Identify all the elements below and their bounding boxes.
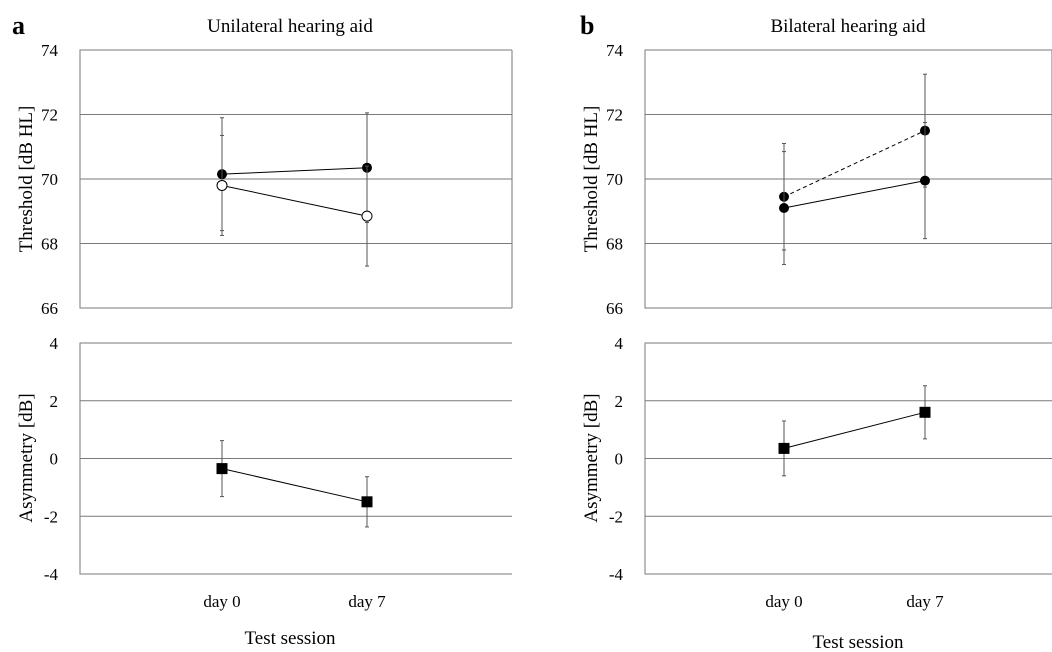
- series-line: [783, 130, 926, 198]
- y-axis-label: Asymmetry [dB]: [16, 393, 37, 522]
- y-axis-label: Asymmetry [dB]: [581, 393, 602, 522]
- series-line: [783, 180, 926, 209]
- data-point-circle: [920, 175, 930, 186]
- y-tick-label: 4: [615, 334, 624, 353]
- plot-frame: [644, 342, 1052, 575]
- plot-frame: [644, 49, 1052, 309]
- plot-frame: [79, 49, 512, 309]
- chart-panel-1: 66 68 70 72 74 a Unilateral hearing aid Thresho…: [12, 11, 513, 318]
- y-tick-label: 68: [606, 235, 623, 254]
- y-tick-label: 4: [50, 334, 59, 353]
- y-tick-label: 72: [41, 106, 58, 125]
- series-2: [779, 122, 930, 265]
- y-tick-label: 66: [41, 299, 58, 318]
- data-point-square: [216, 463, 228, 475]
- series-2: [216, 134, 373, 267]
- panel-letter: a: [12, 11, 25, 40]
- x-axis-label: Test session: [812, 632, 904, 652]
- y-tick-label: 0: [615, 450, 624, 469]
- y-tick-label: 70: [606, 170, 623, 189]
- chart-panel-3: 66 68 70 72 74 b Bilateral hearing aid Threshol…: [580, 11, 1052, 318]
- y-axis-label: Threshold [dB HL]: [16, 106, 37, 253]
- plot-frame: [79, 342, 512, 575]
- y-tick-label: 2: [615, 392, 624, 411]
- y-tick-label: 72: [606, 106, 623, 125]
- y-tick-label: 0: [50, 450, 59, 469]
- data-point-circle: [779, 203, 789, 214]
- series-line: [221, 167, 368, 175]
- data-point-square: [919, 406, 931, 418]
- panel-letter: b: [580, 11, 594, 40]
- y-tick-label: 68: [41, 235, 58, 254]
- data-point-square: [778, 442, 790, 454]
- series-1: [778, 385, 931, 477]
- series-1: [216, 440, 373, 528]
- data-point-open-circle: [216, 179, 228, 191]
- y-tick-label: 74: [606, 41, 624, 60]
- data-point-open-circle: [361, 210, 373, 222]
- data-point-square: [361, 496, 373, 508]
- chart-panel-2: -4 -2 0 2 4 Asymmetry [dB] day 0 day 7 Test sess…: [16, 334, 512, 649]
- x-tick-label: day 0: [203, 592, 240, 611]
- y-tick-label: -2: [44, 507, 58, 526]
- x-tick-label: day 7: [906, 592, 944, 611]
- y-tick-label: -2: [609, 507, 623, 526]
- y-axis-label: Threshold [dB HL]: [581, 106, 602, 253]
- x-tick-label: day 0: [765, 592, 802, 611]
- series-line: [221, 468, 368, 503]
- series-1: [217, 112, 372, 232]
- x-tick-label: day 7: [348, 592, 386, 611]
- y-tick-label: 2: [50, 392, 59, 411]
- chart-panel-4: -4 -2 0 2 4 Asymmetry [dB] day 0 day 7 Test sess…: [581, 334, 1052, 652]
- chart-title: Unilateral hearing aid: [207, 16, 373, 37]
- series-line: [221, 184, 368, 217]
- y-tick-label: 74: [41, 41, 59, 60]
- series-line: [783, 411, 926, 449]
- y-tick-label: 70: [41, 170, 58, 189]
- x-axis-label: Test session: [244, 628, 336, 649]
- y-tick-label: -4: [609, 565, 624, 584]
- series-1: [779, 73, 930, 251]
- chart-title: Bilateral hearing aid: [770, 16, 926, 37]
- y-tick-label: 66: [606, 299, 623, 318]
- y-tick-label: -4: [44, 565, 59, 584]
